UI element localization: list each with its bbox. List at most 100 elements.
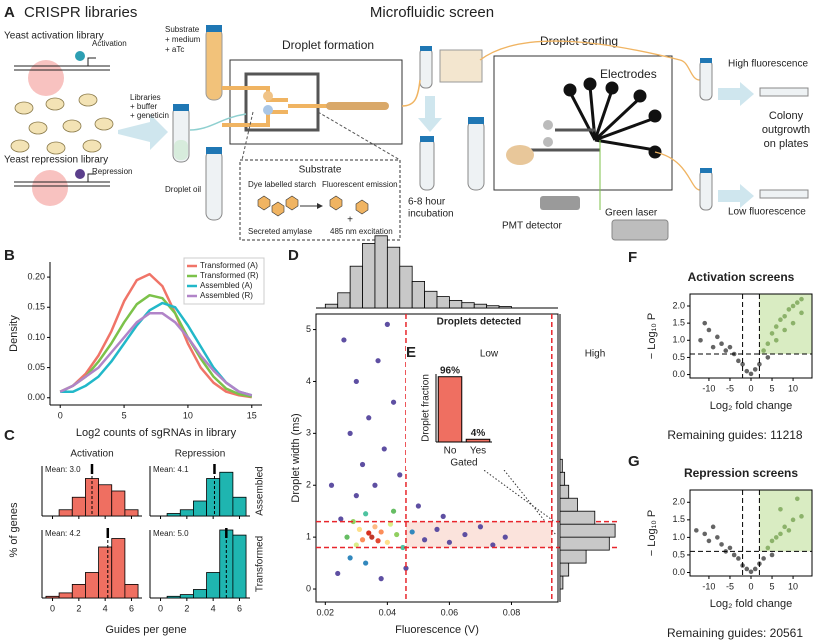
- droplet-point: [366, 415, 372, 421]
- droplet-point: [347, 430, 353, 436]
- column-title: Repression: [175, 449, 226, 460]
- droplet-point: [328, 482, 335, 488]
- guide-point: [778, 531, 783, 537]
- histogram-bar: [337, 292, 351, 309]
- y-axis-label: − Log₁₀ P: [646, 313, 658, 360]
- schematic-polygon: [271, 201, 285, 217]
- histogram-bar: [193, 500, 207, 517]
- schematic-rect: [206, 147, 222, 154]
- droplet-point: [356, 526, 363, 532]
- droplet-point: [381, 446, 387, 452]
- label: Colony: [769, 110, 804, 122]
- histogram-bar: [449, 299, 463, 309]
- histogram-bar: [193, 589, 207, 599]
- histogram-bar: [559, 471, 566, 486]
- schematic-ellipse: [45, 97, 65, 111]
- histogram-bar: [206, 572, 221, 599]
- schematic-circle: [75, 169, 85, 179]
- droplet-point: [462, 531, 468, 538]
- droplet-point: [359, 537, 366, 543]
- y-axis-label: Droplet width (ms): [290, 413, 302, 502]
- legend-label: Transformed (A): [200, 261, 258, 270]
- label: Activation: [92, 39, 127, 48]
- schematic-circle: [605, 81, 619, 95]
- histogram-bar: [58, 509, 73, 517]
- x-tick-label: -5: [726, 383, 734, 393]
- y-tick-label: 1: [306, 532, 311, 542]
- schematic-rect: [759, 87, 809, 97]
- legend-box: [183, 257, 265, 305]
- droplet-point: [409, 529, 415, 535]
- guide-point: [765, 341, 771, 347]
- label: Electrodes: [600, 67, 657, 81]
- y-tick-label: 1.5: [672, 318, 685, 328]
- schematic-line: [594, 116, 656, 142]
- droplet-point: [394, 531, 400, 538]
- histogram-bar: [559, 510, 596, 525]
- y-tick-label: 0.20: [27, 271, 45, 281]
- x-tick-label: Yes: [470, 446, 486, 457]
- group-label: High: [585, 349, 606, 360]
- schematic-rect: [419, 47, 433, 89]
- x-axis-label: Log₂ fold change: [710, 400, 793, 412]
- row-title: Assembled: [255, 466, 266, 515]
- schematic-path: [654, 151, 701, 191]
- schematic-rect: [420, 46, 432, 51]
- droplet-point: [353, 378, 359, 385]
- histogram-bar: [436, 296, 450, 309]
- schematic-path: [718, 184, 754, 208]
- droplet-point: [335, 570, 341, 577]
- schematic-circle: [583, 77, 597, 91]
- schematic-path: [718, 82, 754, 106]
- schematic-rect: [700, 58, 712, 63]
- histogram-bar: [98, 546, 113, 599]
- guide-point: [790, 320, 796, 326]
- schematic-ellipse: [78, 93, 98, 107]
- guide-point: [715, 334, 720, 340]
- guide-point: [744, 368, 750, 374]
- legend-label: Transformed (R): [200, 271, 259, 280]
- schematic-path: [118, 114, 168, 150]
- schematic-path: [189, 113, 247, 131]
- histogram-bar: [179, 509, 194, 517]
- x-tick-label: -5: [726, 581, 734, 591]
- panel-title: Microfluidic screen: [370, 4, 494, 21]
- schematic-ellipse: [506, 145, 534, 165]
- y-tick-label: 0.0: [672, 567, 685, 577]
- label: Dye labelled starch: [248, 180, 316, 189]
- x-axis-label: Log2 counts of sgRNAs in library: [76, 427, 237, 439]
- panel-letter: A: [4, 4, 15, 21]
- y-tick-label: 0.5: [672, 549, 685, 559]
- x-tick-label: -10: [702, 383, 715, 393]
- guide-point: [727, 344, 733, 350]
- guide-point: [744, 566, 750, 572]
- guide-point: [740, 361, 745, 367]
- guide-point: [790, 517, 796, 523]
- mean-label: Mean: 4.1: [153, 465, 189, 474]
- histogram-bar: [85, 572, 99, 599]
- x-axis-label: Gated: [450, 458, 477, 469]
- panel-a: A CRISPR libraries Microfluidic screen Y…: [4, 4, 810, 241]
- droplet-point: [477, 524, 484, 530]
- histogram-bar: [232, 496, 247, 517]
- guide-point: [799, 310, 804, 316]
- x-tick-label: No: [444, 446, 457, 457]
- schematic-rect: [759, 189, 809, 199]
- panel-letter: B: [4, 247, 15, 264]
- schematic-circle: [648, 109, 662, 123]
- footer: Remaining guides: 11218: [667, 428, 803, 442]
- schematic-rect: [206, 25, 222, 32]
- guide-point: [778, 507, 783, 512]
- label: 6-8 hour: [408, 197, 446, 208]
- schematic-rect: [420, 136, 434, 142]
- schematic-path: [479, 40, 701, 81]
- schematic-path: [401, 79, 421, 107]
- label: + geneticin: [130, 111, 169, 120]
- guide-point: [765, 355, 771, 360]
- x-tick-label: 0.08: [503, 607, 521, 617]
- y-axis-label: % of genes: [8, 502, 20, 558]
- x-tick-label: 4: [211, 603, 216, 613]
- droplet-point: [363, 511, 369, 517]
- label: Droplet oil: [165, 185, 201, 194]
- guide-point: [769, 538, 775, 544]
